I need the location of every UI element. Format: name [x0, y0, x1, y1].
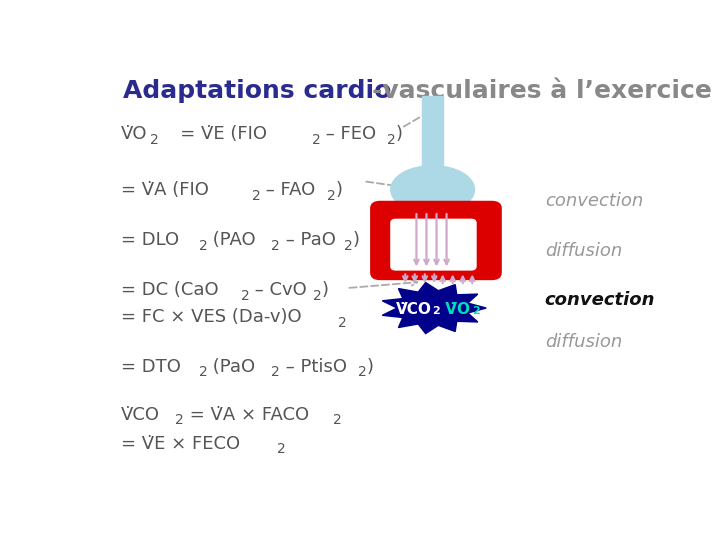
Text: 2: 2 — [433, 306, 441, 316]
Text: 2: 2 — [199, 239, 207, 253]
Text: = V̇E (FIO: = V̇E (FIO — [163, 125, 266, 143]
Text: 2: 2 — [313, 288, 322, 302]
Text: diffusion: diffusion — [545, 333, 622, 351]
Text: ): ) — [396, 125, 402, 143]
Text: = V̇A × FACO: = V̇A × FACO — [184, 406, 309, 424]
Text: 2: 2 — [176, 413, 184, 427]
Text: 2: 2 — [240, 288, 249, 302]
Text: 2: 2 — [271, 239, 280, 253]
Text: = DLO: = DLO — [121, 231, 179, 249]
Text: 2: 2 — [277, 442, 286, 456]
Text: = DC (CaO: = DC (CaO — [121, 281, 218, 299]
Text: 2: 2 — [252, 188, 261, 202]
Text: 2: 2 — [271, 366, 280, 380]
Text: diffusion: diffusion — [545, 241, 622, 260]
Text: – FEO: – FEO — [320, 125, 377, 143]
Text: Adaptations cardio: Adaptations cardio — [124, 79, 392, 103]
FancyBboxPatch shape — [370, 201, 502, 280]
Text: – FAO: – FAO — [260, 181, 315, 199]
Text: (PaO: (PaO — [207, 358, 256, 376]
Text: ): ) — [352, 231, 359, 249]
Text: V̇CO: V̇CO — [121, 406, 160, 424]
Text: 2: 2 — [358, 366, 366, 380]
Text: convection: convection — [545, 292, 655, 309]
Text: ): ) — [322, 281, 328, 299]
Text: = DTO: = DTO — [121, 358, 181, 376]
Text: 2: 2 — [344, 239, 353, 253]
Text: 2: 2 — [387, 133, 396, 146]
Text: 2: 2 — [199, 366, 207, 380]
Text: 2: 2 — [472, 306, 480, 316]
Text: -vasculaires à l’exercice: -vasculaires à l’exercice — [372, 79, 711, 103]
Polygon shape — [422, 96, 444, 173]
Text: ): ) — [336, 181, 343, 199]
Text: 2: 2 — [333, 413, 341, 427]
Text: = V̇A (FIO: = V̇A (FIO — [121, 181, 209, 199]
Text: = FC × VES (Da-v)O: = FC × VES (Da-v)O — [121, 308, 301, 326]
Text: V̇O: V̇O — [121, 125, 147, 143]
Text: ): ) — [366, 358, 373, 376]
Text: 2: 2 — [150, 133, 159, 146]
Text: – PaO: – PaO — [280, 231, 336, 249]
Text: 2: 2 — [327, 188, 336, 202]
Text: – CvO: – CvO — [249, 281, 307, 299]
Text: V̇CO: V̇CO — [396, 302, 432, 317]
Text: = V̇E × FECO: = V̇E × FECO — [121, 435, 240, 453]
Ellipse shape — [391, 166, 474, 213]
Text: convection: convection — [545, 192, 643, 210]
Polygon shape — [382, 282, 486, 334]
Text: – PtisO: – PtisO — [280, 358, 347, 376]
Text: (PAO: (PAO — [207, 231, 256, 249]
Text: V̇O: V̇O — [441, 302, 470, 317]
Text: 2: 2 — [312, 133, 321, 146]
Text: 2: 2 — [338, 315, 347, 329]
FancyBboxPatch shape — [390, 219, 477, 271]
